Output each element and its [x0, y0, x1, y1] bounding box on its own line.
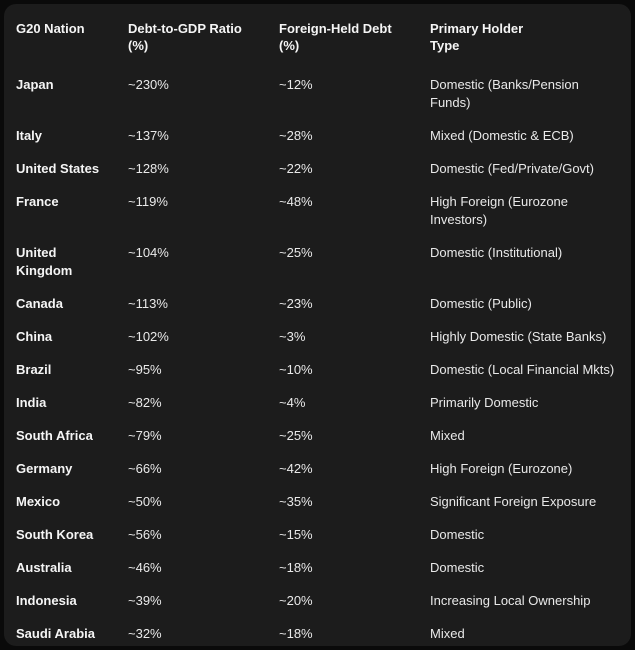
foreign-held-cell: ~18% [279, 560, 313, 575]
table-row: South Africa ~79% ~25% Mixed [16, 427, 619, 445]
table-row: India ~82% ~4% Primarily Domestic [16, 394, 619, 412]
holder-cell: Domestic (Public) [430, 296, 532, 311]
debt-gdp-cell: ~137% [128, 128, 169, 143]
table-row: South Korea ~56% ~15% Domestic [16, 526, 619, 544]
holder-cell: Domestic (Institutional) [430, 245, 563, 260]
debt-gdp-cell: ~32% [128, 626, 162, 641]
table-row: Japan ~230% ~12% Domestic (Banks/Pension… [16, 76, 619, 112]
debt-table: G20 Nation Debt-to-GDP Ratio (%) Foreign… [4, 4, 631, 646]
table-row: Saudi Arabia ~32% ~18% Mixed [16, 625, 619, 643]
nation-cell: South Korea [16, 527, 94, 542]
nation-cell: Mexico [16, 494, 61, 509]
debt-gdp-cell: ~230% [128, 77, 169, 92]
nation-cell: United States [16, 161, 100, 176]
debt-gdp-cell: ~102% [128, 329, 169, 344]
nation-cell: Indonesia [16, 593, 77, 608]
column-header-debt-gdp-label: Debt-to-GDP Ratio (%) [128, 21, 242, 53]
holder-cell: Domestic (Banks/Pension Funds) [430, 77, 579, 110]
debt-gdp-cell: ~46% [128, 560, 162, 575]
holder-cell: Domestic (Local Financial Mkts) [430, 362, 615, 377]
foreign-held-cell: ~15% [279, 527, 313, 542]
foreign-held-cell: ~25% [279, 428, 313, 443]
holder-cell: Highly Domestic (State Banks) [430, 329, 607, 344]
column-header-holder-type-label: Primary Holder Type [430, 21, 524, 53]
debt-gdp-cell: ~39% [128, 593, 162, 608]
table-row: United Kingdom ~104% ~25% Domestic (Inst… [16, 244, 619, 280]
foreign-held-cell: ~18% [279, 626, 313, 641]
debt-gdp-cell: ~66% [128, 461, 162, 476]
nation-cell: United Kingdom [16, 245, 73, 278]
debt-gdp-cell: ~56% [128, 527, 162, 542]
table-row: Canada ~113% ~23% Domestic (Public) [16, 295, 619, 313]
holder-cell: High Foreign (Eurozone) [430, 461, 573, 476]
debt-gdp-cell: ~128% [128, 161, 169, 176]
foreign-held-cell: ~28% [279, 128, 313, 143]
table-row: Australia ~46% ~18% Domestic [16, 559, 619, 577]
column-header-nation: G20 Nation [16, 20, 116, 37]
holder-cell: Mixed [430, 626, 465, 641]
nation-cell: Japan [16, 77, 54, 92]
holder-cell: Domestic [430, 560, 485, 575]
debt-gdp-cell: ~113% [128, 296, 168, 311]
debt-gdp-cell: ~95% [128, 362, 162, 377]
foreign-held-cell: ~35% [279, 494, 313, 509]
nation-cell: Italy [16, 128, 43, 143]
nation-cell: Brazil [16, 362, 52, 377]
holder-cell: Significant Foreign Exposure [430, 494, 597, 509]
foreign-held-cell: ~20% [279, 593, 313, 608]
holder-cell: Domestic [430, 527, 485, 542]
foreign-held-cell: ~10% [279, 362, 313, 377]
table-row: Germany ~66% ~42% High Foreign (Eurozone… [16, 460, 619, 478]
table-row: Brazil ~95% ~10% Domestic (Local Financi… [16, 361, 619, 379]
foreign-held-cell: ~3% [279, 329, 306, 344]
foreign-held-cell: ~22% [279, 161, 313, 176]
debt-gdp-cell: ~50% [128, 494, 162, 509]
holder-cell: Domestic (Fed/Private/Govt) [430, 161, 594, 176]
column-header-debt-gdp: Debt-to-GDP Ratio (%) [128, 20, 267, 54]
table-header-row: G20 Nation Debt-to-GDP Ratio (%) Foreign… [16, 20, 619, 54]
table-row: China ~102% ~3% Highly Domestic (State B… [16, 328, 619, 346]
holder-cell: Mixed [430, 428, 465, 443]
nation-cell: South Africa [16, 428, 93, 443]
nation-cell: Saudi Arabia [16, 626, 95, 641]
holder-cell: High Foreign (Eurozone Investors) [430, 194, 569, 227]
holder-cell: Primarily Domestic [430, 395, 539, 410]
debt-gdp-cell: ~119% [128, 194, 168, 209]
debt-gdp-cell: ~82% [128, 395, 162, 410]
table-row: Italy ~137% ~28% Mixed (Domestic & ECB) [16, 127, 619, 145]
column-header-foreign-held: Foreign-Held Debt (%) [279, 20, 418, 54]
foreign-held-cell: ~12% [279, 77, 313, 92]
holder-cell: Increasing Local Ownership [430, 593, 591, 608]
nation-cell: Canada [16, 296, 63, 311]
foreign-held-cell: ~42% [279, 461, 313, 476]
nation-cell: Australia [16, 560, 72, 575]
column-header-holder-type: Primary Holder Type [430, 20, 619, 54]
foreign-held-cell: ~4% [279, 395, 306, 410]
nation-cell: France [16, 194, 59, 209]
foreign-held-cell: ~48% [279, 194, 313, 209]
debt-gdp-cell: ~79% [128, 428, 162, 443]
column-header-nation-label: G20 Nation [16, 21, 85, 36]
column-header-foreign-held-label: Foreign-Held Debt (%) [279, 21, 392, 53]
table-row: United States ~128% ~22% Domestic (Fed/P… [16, 160, 619, 178]
foreign-held-cell: ~25% [279, 245, 313, 260]
foreign-held-cell: ~23% [279, 296, 313, 311]
holder-cell: Mixed (Domestic & ECB) [430, 128, 574, 143]
debt-gdp-cell: ~104% [128, 245, 169, 260]
nation-cell: China [16, 329, 53, 344]
table-row: Indonesia ~39% ~20% Increasing Local Own… [16, 592, 619, 610]
nation-cell: Germany [16, 461, 73, 476]
table-row: France ~119% ~48% High Foreign (Eurozone… [16, 193, 619, 229]
nation-cell: India [16, 395, 47, 410]
table-row: Mexico ~50% ~35% Significant Foreign Exp… [16, 493, 619, 511]
